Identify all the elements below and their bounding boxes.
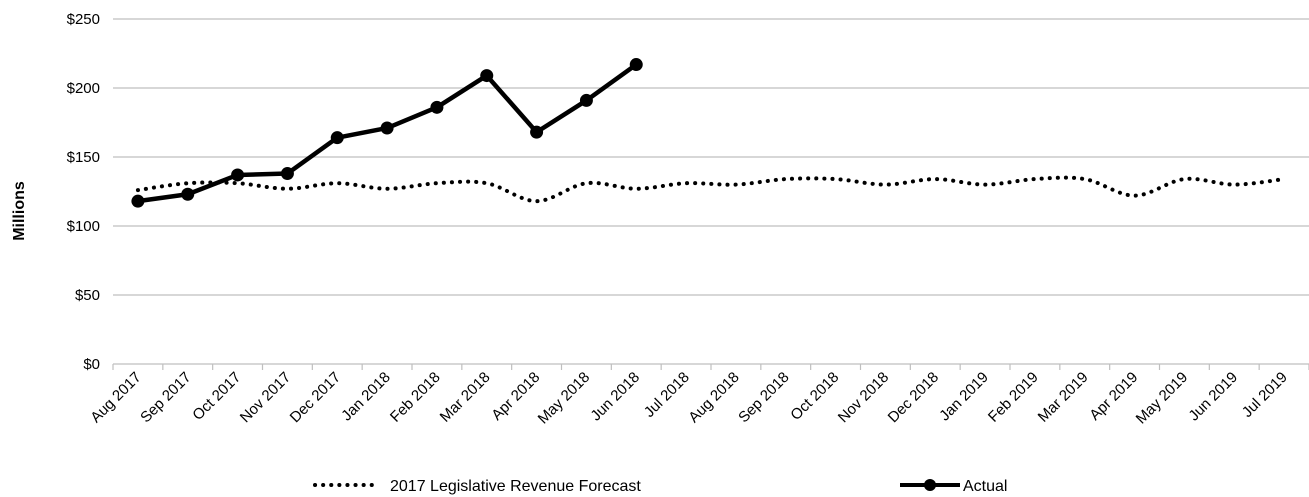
x-tick-label: Feb 2018 — [387, 369, 444, 426]
actual-point — [579, 93, 593, 107]
x-tick-label: Oct 2017 — [189, 369, 244, 424]
x-tick-label: Jun 2019 — [1185, 369, 1241, 425]
actual-point — [231, 168, 245, 182]
x-tick-label: Jan 2018 — [338, 369, 394, 425]
actual-point — [480, 69, 494, 83]
y-tick-label: $250 — [67, 11, 100, 28]
y-tick-label: $50 — [75, 287, 100, 304]
x-tick-label: Oct 2018 — [787, 369, 842, 424]
x-tick-label: Aug 2017 — [87, 369, 144, 426]
legend-label-forecast: 2017 Legislative Revenue Forecast — [390, 478, 641, 495]
actual-point — [181, 187, 195, 201]
x-tick-label: Feb 2019 — [985, 369, 1042, 426]
forecast-line — [135, 175, 1287, 204]
actual-point — [380, 121, 394, 135]
grid-lines — [113, 18, 1309, 296]
x-tick-label: May 2019 — [1133, 369, 1192, 428]
x-tick-label: Aug 2018 — [685, 369, 742, 426]
x-tick-label: Nov 2017 — [237, 369, 294, 426]
x-axis — [112, 363, 1309, 370]
series-layer — [131, 58, 1287, 208]
y-tick-label: $100 — [67, 218, 100, 235]
x-tick-label: Sep 2017 — [137, 369, 194, 426]
x-tick-label: May 2018 — [535, 369, 594, 428]
x-tick-label: Dec 2018 — [885, 369, 942, 426]
actual-point — [629, 58, 643, 72]
x-tick-label: Dec 2017 — [287, 369, 344, 426]
series-actual — [131, 58, 643, 208]
x-tick-label: Jan 2019 — [936, 369, 992, 425]
y-tick-label: $150 — [67, 149, 100, 166]
x-tick-label: Jun 2018 — [587, 369, 643, 425]
legend-label-actual: Actual — [963, 478, 1007, 495]
x-tick-label: Nov 2018 — [835, 369, 892, 426]
actual-point — [131, 194, 145, 208]
legend-item-actual: Actual — [900, 478, 1007, 495]
y-tick-label: $0 — [83, 356, 100, 373]
x-tick-label: Mar 2018 — [437, 369, 494, 426]
x-tick-label: Mar 2019 — [1035, 369, 1092, 426]
actual-point — [530, 125, 544, 139]
series-forecast — [135, 175, 1287, 204]
x-tick-label: Jul 2019 — [1239, 369, 1291, 421]
x-tick-label: Sep 2018 — [735, 369, 792, 426]
y-tick-label: $200 — [67, 80, 100, 97]
legend-item-forecast: 2017 Legislative Revenue Forecast — [313, 478, 641, 495]
actual-point — [280, 167, 294, 181]
legend-marker-actual — [924, 479, 936, 491]
actual-point — [330, 131, 344, 145]
y-axis-ticks: $0 $50 $100 $150 $200 $250 — [67, 11, 100, 373]
y-axis-label: Millions — [11, 181, 28, 241]
legend: 2017 Legislative Revenue Forecast Actual — [313, 478, 1007, 495]
actual-point — [430, 100, 444, 114]
